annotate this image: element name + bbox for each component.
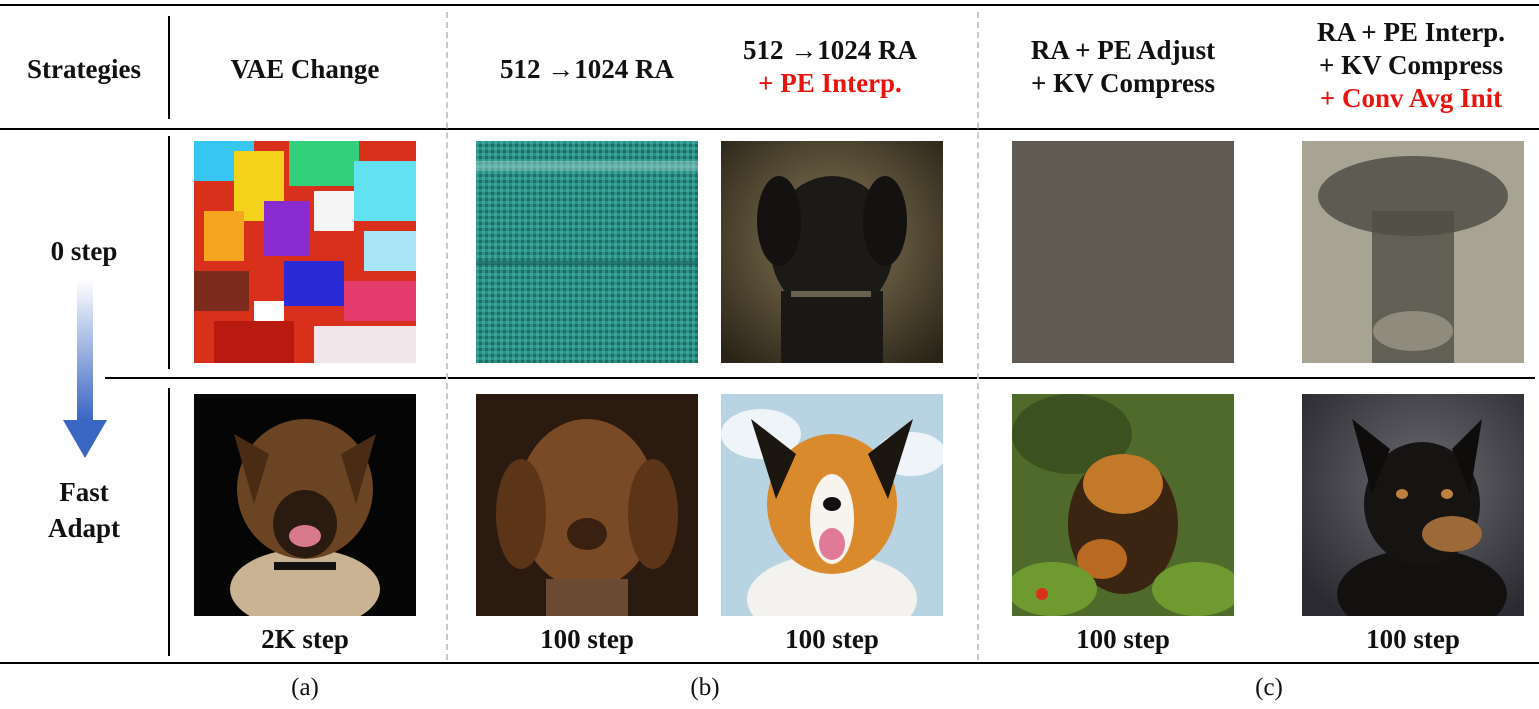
full-header-line1: RA + PE Interp. (1317, 17, 1505, 47)
ra-header: 512 →1024 RA (500, 54, 674, 84)
header-rule (0, 128, 1539, 130)
ra-adapt-image (476, 394, 698, 616)
step-label-ra: 100 step (540, 624, 634, 654)
step-label-adjust: 100 step (1076, 624, 1170, 654)
strategies-header: Strategies (27, 54, 141, 84)
adjust-header-line1: RA + PE Adjust (1030, 35, 1216, 65)
row-label-0-step: 0 step (50, 236, 118, 266)
down-arrow-icon (62, 280, 108, 460)
full-header-line2: + KV Compress (1319, 50, 1503, 80)
group-label-c: (c) (1255, 674, 1283, 701)
adjust-adapt-image (1012, 394, 1234, 616)
bottom-rule (0, 662, 1539, 664)
top-rule (0, 4, 1539, 6)
full-header: RA + PE Interp. + KV Compress + Conv Avg… (1285, 16, 1537, 115)
group-label-a: (a) (291, 674, 319, 701)
step-label-vae: 2K step (261, 624, 349, 654)
ra-pe-0step-image (721, 141, 943, 363)
adjust-header-line2: + KV Compress (1031, 68, 1215, 98)
full-header-line3: + Conv Avg Init (1319, 83, 1503, 113)
ra-0step-image (476, 141, 698, 363)
middle-rule (105, 377, 1535, 379)
row-label-fast-adapt: Fast Adapt (0, 474, 168, 546)
vae-change-adapt-image (194, 394, 416, 616)
header-vertical-line (168, 16, 170, 119)
full-adapt-image (1302, 394, 1524, 616)
vae-change-header: VAE Change (230, 54, 380, 84)
step-label-full: 100 step (1366, 624, 1460, 654)
ra-pe-header-line2: + PE Interp. (758, 68, 902, 98)
ra-pe-header-line1: 512 →1024 RA (743, 35, 917, 65)
row2-vertical-line (168, 388, 170, 656)
row-label-fast: Fast (59, 477, 109, 507)
full-0step-image (1302, 141, 1524, 363)
group-label-b: (b) (690, 674, 720, 701)
ra-pe-header: 512 →1024 RA + PE Interp. (710, 34, 950, 100)
row1-vertical-line (168, 136, 170, 369)
adjust-header: RA + PE Adjust + KV Compress (990, 34, 1256, 100)
ra-pe-adapt-image (721, 394, 943, 616)
adjust-0step-image (1012, 141, 1234, 363)
dashed-divider-ab (446, 12, 448, 660)
step-label-ra-pe: 100 step (785, 624, 879, 654)
row-label-adapt: Adapt (47, 513, 121, 543)
vae-change-0step-image (194, 141, 416, 363)
dashed-divider-bc (977, 12, 979, 660)
